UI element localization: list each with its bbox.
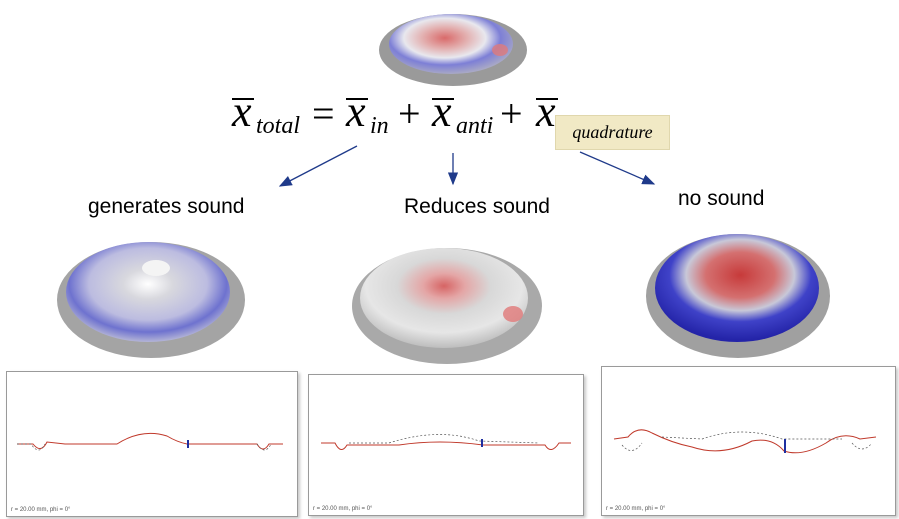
profile-plot-no-sound: r = 20.00 mm, phi = 0° bbox=[601, 366, 896, 516]
plot-caption: r = 20.00 mm, phi = 0° bbox=[313, 506, 373, 512]
quadrature-subscript-box: quadrature bbox=[555, 115, 670, 150]
plot-caption: r = 20.00 mm, phi = 0° bbox=[11, 507, 71, 513]
subscript-anti: anti bbox=[456, 113, 494, 139]
arrow-left bbox=[278, 145, 358, 187]
arrow-right bbox=[579, 151, 656, 185]
x-total: x bbox=[232, 87, 252, 136]
disc-generates-sound-image bbox=[57, 242, 245, 358]
plus-sign-1: + bbox=[398, 91, 421, 136]
label-reduces-sound: Reduces sound bbox=[404, 195, 550, 218]
top-disc-image bbox=[379, 14, 527, 86]
subscript-in: in bbox=[370, 113, 389, 139]
x-in: x bbox=[346, 87, 366, 136]
disc-reduces-sound-image bbox=[352, 248, 542, 364]
profile-plot-reduces-sound: r = 20.00 mm, phi = 0° bbox=[308, 374, 584, 516]
equals-sign: = bbox=[312, 91, 335, 136]
label-generates-sound: generates sound bbox=[88, 195, 245, 218]
equation: x total = x in + x anti + x bbox=[228, 88, 688, 148]
plus-sign-2: + bbox=[500, 91, 523, 136]
profile-plot-generates-sound: r = 20.00 mm, phi = 0° bbox=[6, 371, 298, 517]
x-quadrature: x bbox=[536, 87, 556, 136]
plot-caption: r = 20.00 mm, phi = 0° bbox=[606, 506, 666, 512]
arrows bbox=[278, 145, 656, 187]
label-no-sound: no sound bbox=[678, 187, 765, 210]
disc-no-sound-image bbox=[646, 234, 830, 358]
x-anti: x bbox=[432, 87, 452, 136]
subscript-total: total bbox=[256, 113, 301, 139]
